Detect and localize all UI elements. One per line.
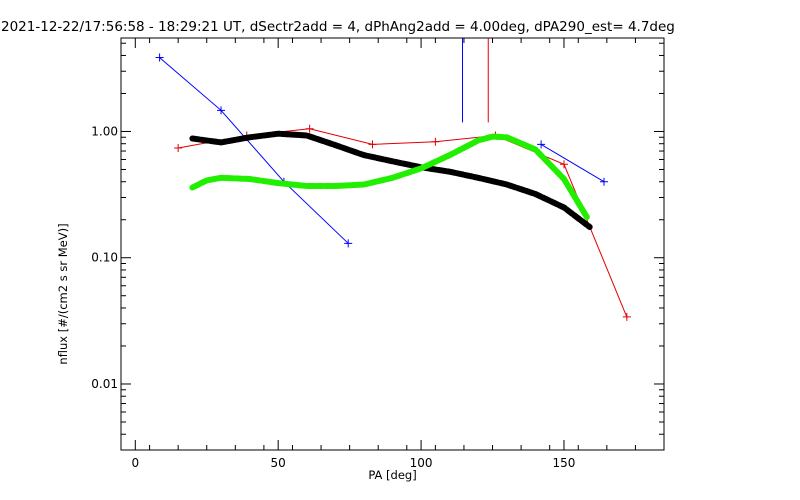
chart-title: 2021-12-22/17:56:58 - 18:29:21 UT, dSect…: [1, 19, 675, 35]
data-point-plus: [559, 160, 568, 169]
data-point-plus: [174, 143, 183, 152]
data-point-plus: [305, 124, 314, 133]
x-tick-label: 0: [131, 456, 139, 470]
series-curve: [189, 133, 590, 220]
plot-frame: [120, 37, 665, 451]
data-point-plus: [431, 137, 440, 146]
y-tick-label: 0.10: [91, 251, 118, 265]
y-tick-label: 0.01: [91, 377, 118, 391]
axes-layer: 0 50 100 150 0.01 0.10 1.00: [91, 38, 665, 470]
data-point-plus: [217, 106, 226, 115]
marks-layer: [155, 38, 631, 321]
x-axis-label: PA [deg]: [368, 468, 416, 482]
data-point-plus: [599, 177, 608, 186]
y-axis-label: nflux [#/(cm2 s sr MeV)]: [56, 223, 70, 364]
data-point-plus: [344, 239, 353, 248]
series-line: [178, 128, 628, 318]
x-tick-label: 50: [271, 456, 286, 470]
x-tick-label: 100: [410, 456, 433, 470]
y-tick-label: 1.00: [91, 124, 118, 138]
x-tick-label: 150: [553, 456, 576, 470]
series-line: [159, 57, 349, 244]
data-point-plus: [368, 140, 377, 149]
data-point-plus: [155, 53, 164, 62]
data-point-plus: [537, 140, 546, 149]
series-curve: [189, 130, 593, 230]
data-point-plus: [622, 312, 631, 321]
series-line: [540, 143, 605, 183]
